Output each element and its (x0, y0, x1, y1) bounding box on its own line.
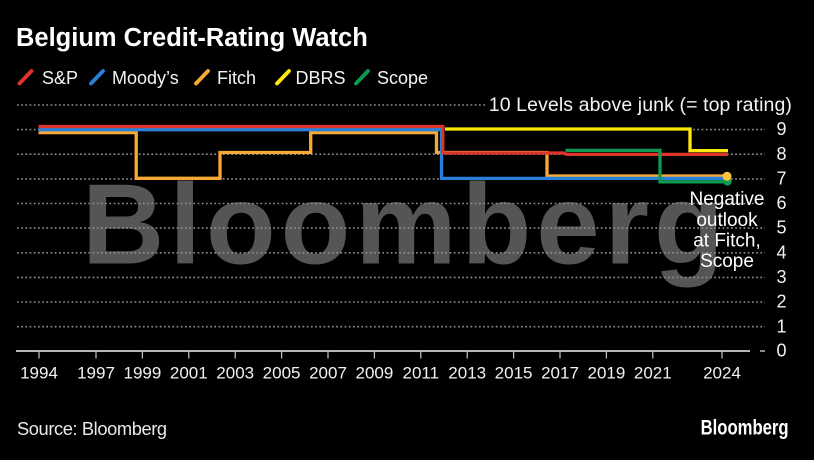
svg-text:2: 2 (776, 292, 786, 312)
svg-text:3: 3 (776, 267, 786, 287)
svg-text:2001: 2001 (170, 364, 208, 383)
svg-text:5: 5 (776, 218, 786, 238)
svg-text:2005: 2005 (263, 364, 301, 383)
svg-text:Bloomberg: Bloomberg (701, 416, 789, 440)
svg-text:1997: 1997 (77, 364, 115, 383)
svg-text:2007: 2007 (309, 364, 347, 383)
svg-text:Scope: Scope (377, 68, 428, 88)
svg-text:Source: Bloomberg: Source: Bloomberg (17, 418, 167, 439)
svg-text:2024: 2024 (703, 364, 741, 383)
svg-text:7: 7 (776, 169, 786, 189)
svg-text:8: 8 (776, 144, 786, 164)
svg-text:outlook: outlook (696, 210, 758, 231)
svg-text:0: 0 (776, 341, 786, 361)
svg-text:2019: 2019 (587, 364, 625, 383)
svg-text:Bloomberg: Bloomberg (82, 162, 729, 289)
svg-text:2021: 2021 (634, 364, 672, 383)
svg-text:2003: 2003 (216, 364, 254, 383)
svg-text:2011: 2011 (403, 364, 440, 383)
svg-text:Negative: Negative (690, 189, 765, 210)
svg-text:10 Levels above junk (= top ra: 10 Levels above junk (= top rating) (489, 94, 792, 116)
svg-text:2013: 2013 (448, 364, 486, 383)
svg-text:2017: 2017 (541, 364, 579, 383)
svg-text:2015: 2015 (495, 364, 533, 383)
svg-text:1994: 1994 (20, 364, 58, 383)
svg-text:at Fitch,: at Fitch, (693, 231, 761, 252)
svg-text:Fitch: Fitch (217, 68, 256, 88)
svg-text:2009: 2009 (355, 364, 393, 383)
svg-text:4: 4 (776, 242, 786, 262)
svg-text:Scope: Scope (700, 251, 754, 272)
svg-text:Moody’s: Moody’s (112, 68, 179, 88)
svg-text:S&P: S&P (42, 68, 78, 88)
svg-text:1: 1 (776, 316, 786, 336)
svg-text:1999: 1999 (123, 364, 161, 383)
svg-text:Belgium Credit-Rating Watch: Belgium Credit-Rating Watch (16, 24, 368, 52)
svg-text:DBRS: DBRS (296, 68, 346, 88)
svg-text:6: 6 (776, 193, 786, 213)
svg-text:9: 9 (776, 119, 786, 139)
